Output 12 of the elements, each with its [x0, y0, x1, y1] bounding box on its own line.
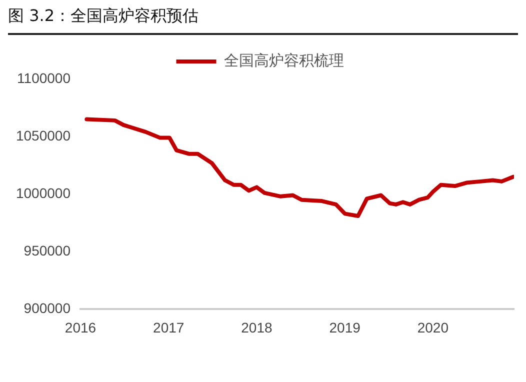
x-tick-label: 2016 [64, 319, 96, 336]
y-tick-label: 1100000 [17, 70, 71, 86]
y-tick-label: 950000 [24, 242, 71, 259]
x-tick-label: 2018 [241, 319, 272, 336]
y-tick-label: 900000 [24, 300, 71, 316]
x-tick-label: 2020 [417, 319, 449, 336]
x-tick-label: 2017 [153, 319, 184, 336]
x-tick-label: 2019 [329, 319, 361, 336]
y-tick-label: 1050000 [16, 127, 71, 144]
legend-label: 全国高炉容积梳理 [224, 52, 344, 70]
y-tick-label: 1000000 [16, 184, 71, 201]
chart-title: 图 3.2：全国高炉容积预估 [8, 6, 518, 35]
